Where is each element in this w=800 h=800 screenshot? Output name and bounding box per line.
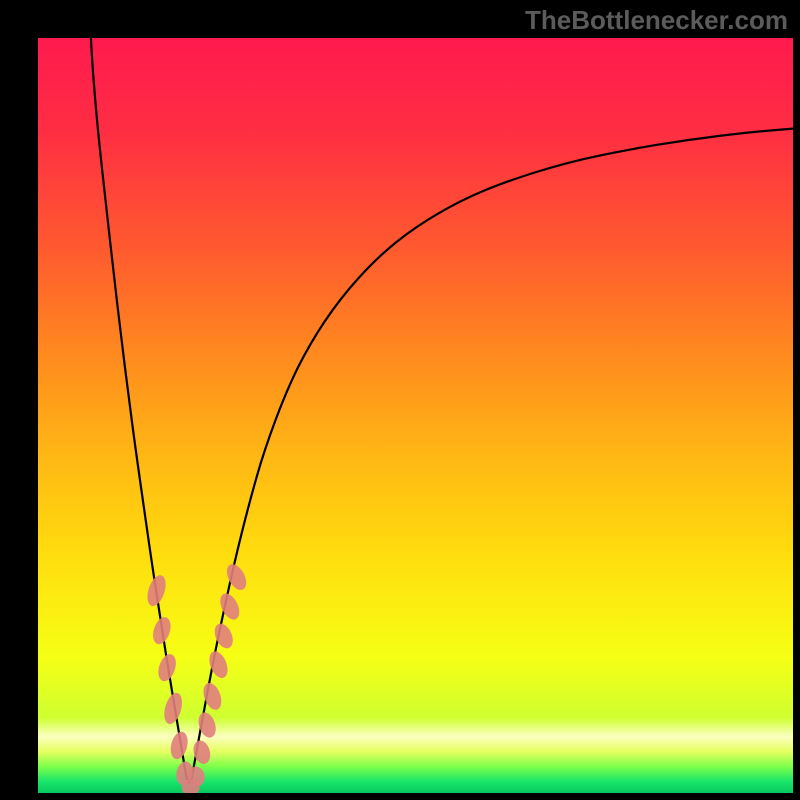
watermark-label: TheBottlenecker.com	[525, 5, 788, 36]
chart-root: TheBottlenecker.com	[0, 0, 800, 800]
bottleneck-curve-chart	[38, 38, 793, 793]
gradient-background	[38, 38, 793, 793]
